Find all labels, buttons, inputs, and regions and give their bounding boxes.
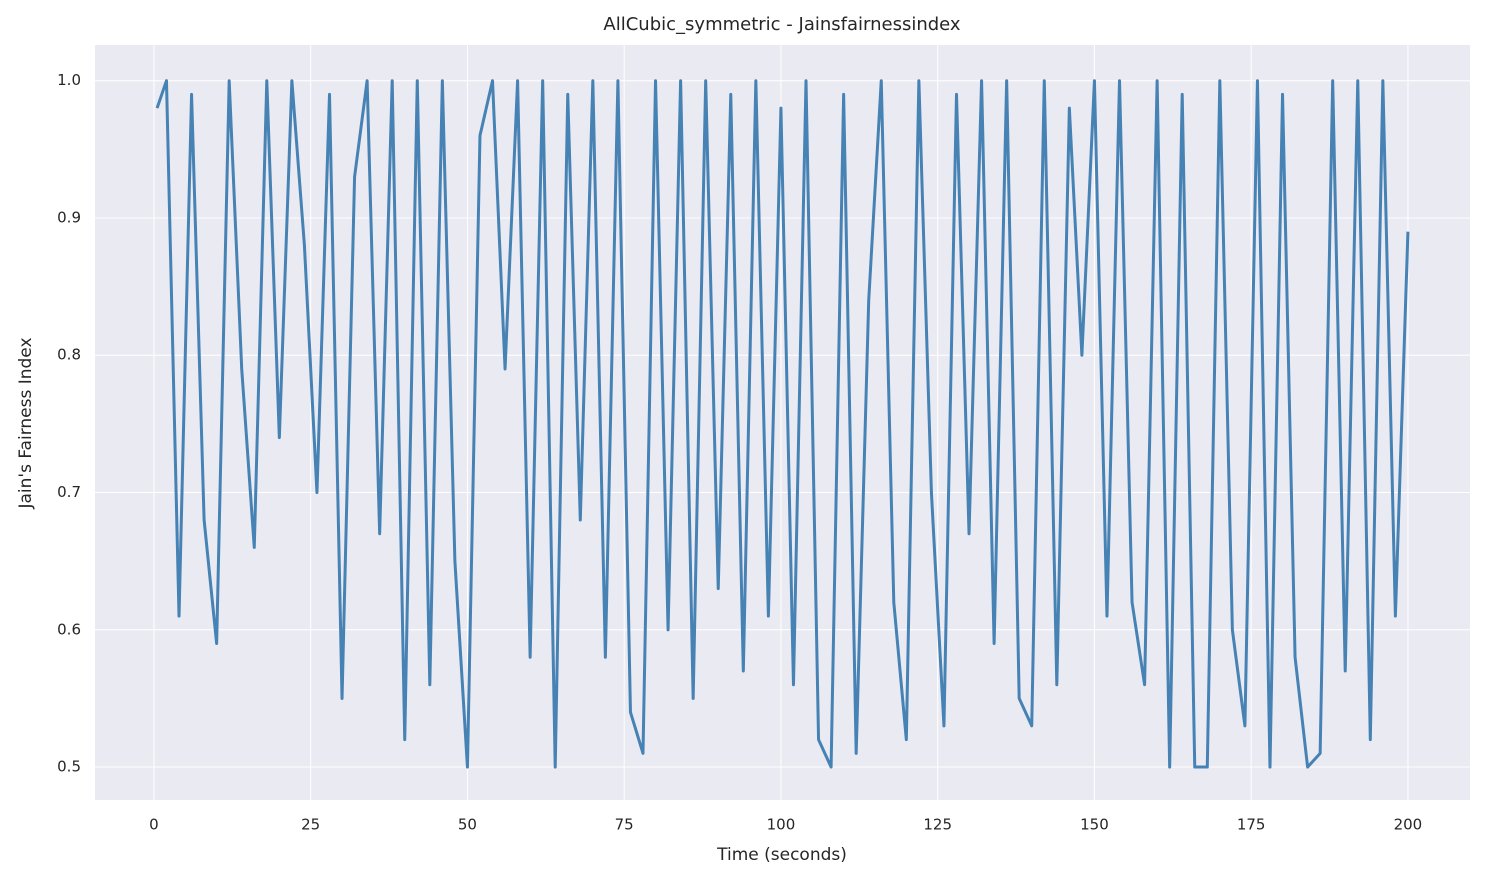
y-tick-label: 1.0 xyxy=(57,71,81,89)
x-tick-label: 150 xyxy=(1080,816,1109,834)
x-tick-label: 175 xyxy=(1237,816,1266,834)
x-tick-label: 50 xyxy=(458,816,477,834)
y-tick-label: 0.9 xyxy=(57,208,81,226)
x-tick-label: 25 xyxy=(301,816,320,834)
marks xyxy=(155,79,1410,769)
y-axis-label: Jain's Fairness Index xyxy=(16,337,36,509)
x-tick-label: 200 xyxy=(1394,816,1423,834)
y-tick-label: 0.7 xyxy=(57,483,81,501)
y-tick-label: 0.8 xyxy=(57,346,81,364)
chart-title: AllCubic_symmetric - Jainsfairnessindex xyxy=(603,14,960,35)
x-tick-label: 0 xyxy=(149,816,159,834)
y-tick-label: 0.6 xyxy=(57,620,81,638)
x-tick-label: 125 xyxy=(923,816,952,834)
y-tick-label: 0.5 xyxy=(57,758,81,776)
data-line xyxy=(155,79,1410,769)
x-tick-label: 75 xyxy=(615,816,634,834)
x-axis-label: Time (seconds) xyxy=(716,845,847,865)
x-tick-label: 100 xyxy=(767,816,796,834)
